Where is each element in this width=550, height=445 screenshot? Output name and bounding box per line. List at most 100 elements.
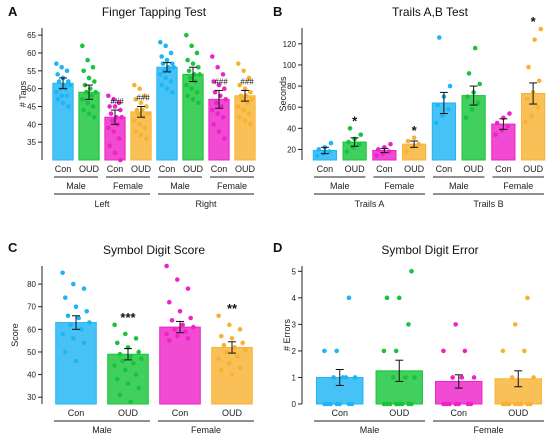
group-label: Male xyxy=(360,425,380,435)
group-label: Female xyxy=(113,181,143,191)
data-point xyxy=(164,86,170,91)
data-point xyxy=(81,68,86,74)
data-point xyxy=(120,358,125,364)
data-point xyxy=(409,401,414,407)
data-point xyxy=(229,336,235,341)
data-point xyxy=(505,123,511,129)
data-point xyxy=(93,89,98,95)
data-point xyxy=(160,61,166,66)
data-point xyxy=(112,363,117,368)
data-point xyxy=(65,313,71,319)
data-point xyxy=(475,100,481,106)
data-point xyxy=(248,89,253,95)
data-point xyxy=(168,79,174,84)
data-point xyxy=(538,26,544,32)
data-point xyxy=(159,54,164,59)
data-point xyxy=(132,82,137,88)
data-point xyxy=(525,295,530,301)
y-tick-label: 3 xyxy=(292,320,297,329)
data-point xyxy=(450,375,455,380)
data-point xyxy=(81,286,87,291)
significance-marker: *** xyxy=(120,310,136,325)
data-point xyxy=(349,401,355,407)
data-point xyxy=(175,333,180,339)
data-point xyxy=(73,358,79,364)
data-point xyxy=(433,120,439,126)
data-point xyxy=(532,37,537,42)
data-point xyxy=(111,129,116,134)
data-point xyxy=(128,354,133,359)
y-tick-label: 50 xyxy=(27,85,36,94)
data-point xyxy=(221,342,227,348)
data-point xyxy=(142,93,148,99)
data-point xyxy=(110,118,115,124)
data-point xyxy=(218,367,224,373)
data-point xyxy=(133,336,139,341)
data-point xyxy=(189,86,194,91)
data-point xyxy=(212,89,218,95)
y-tick-label: 40 xyxy=(27,120,36,129)
data-point xyxy=(118,157,123,163)
data-point xyxy=(337,401,343,407)
data-point xyxy=(114,340,120,346)
data-point xyxy=(400,401,405,407)
x-category-label: OUD xyxy=(523,164,544,174)
data-point xyxy=(387,401,393,407)
data-point xyxy=(117,392,123,398)
data-point xyxy=(76,315,81,321)
data-point xyxy=(73,304,79,310)
data-point xyxy=(159,82,164,88)
data-point xyxy=(175,277,180,282)
data-point xyxy=(180,322,185,328)
x-category-label: Con xyxy=(211,164,228,174)
data-point xyxy=(139,356,144,362)
data-point xyxy=(55,72,60,77)
data-point xyxy=(136,385,142,391)
data-point xyxy=(237,327,243,332)
x-category-label: OUD xyxy=(345,164,366,174)
group-label: Male xyxy=(449,181,469,191)
y-tick-label: 45 xyxy=(27,102,36,111)
data-point xyxy=(405,138,411,144)
y-tick-label: 65 xyxy=(27,31,36,40)
data-point xyxy=(158,39,163,45)
data-point xyxy=(241,107,246,113)
data-point xyxy=(54,89,59,95)
data-point xyxy=(112,104,118,109)
x-category-label: OUD xyxy=(118,408,139,418)
data-point xyxy=(85,57,90,63)
data-point xyxy=(170,61,175,66)
data-point xyxy=(133,97,138,102)
data-point xyxy=(215,111,220,116)
supergroup-label: Trails A xyxy=(355,199,385,209)
data-point xyxy=(210,107,215,113)
data-point xyxy=(509,375,515,380)
x-category-label: Con xyxy=(317,164,334,174)
data-point xyxy=(60,270,65,276)
data-point xyxy=(412,375,417,380)
data-point xyxy=(440,113,445,118)
data-point xyxy=(80,43,85,49)
data-point xyxy=(136,349,142,355)
y-tick-label: 55 xyxy=(27,67,36,76)
x-category-label: OUD xyxy=(131,164,152,174)
y-tick-label: 1 xyxy=(292,373,297,382)
data-point xyxy=(222,136,227,141)
data-point xyxy=(133,129,138,134)
x-category-label: OUD xyxy=(508,408,529,418)
data-point xyxy=(68,322,73,328)
data-point xyxy=(106,125,111,131)
data-point xyxy=(240,340,246,346)
data-point xyxy=(215,64,220,70)
data-point xyxy=(409,269,414,274)
data-point xyxy=(334,348,339,354)
bar xyxy=(107,353,149,405)
data-point xyxy=(524,96,530,102)
panel-symbol-digit-error: D Symbol Digit Error 0 1 2 3 4 5 # Errors Con OUD C… xyxy=(273,240,544,435)
significance-marker: ### xyxy=(136,93,150,102)
data-point xyxy=(185,286,191,291)
data-point xyxy=(168,50,174,56)
data-point xyxy=(184,82,189,88)
panel-letter: A xyxy=(8,4,18,19)
data-point xyxy=(87,320,92,325)
